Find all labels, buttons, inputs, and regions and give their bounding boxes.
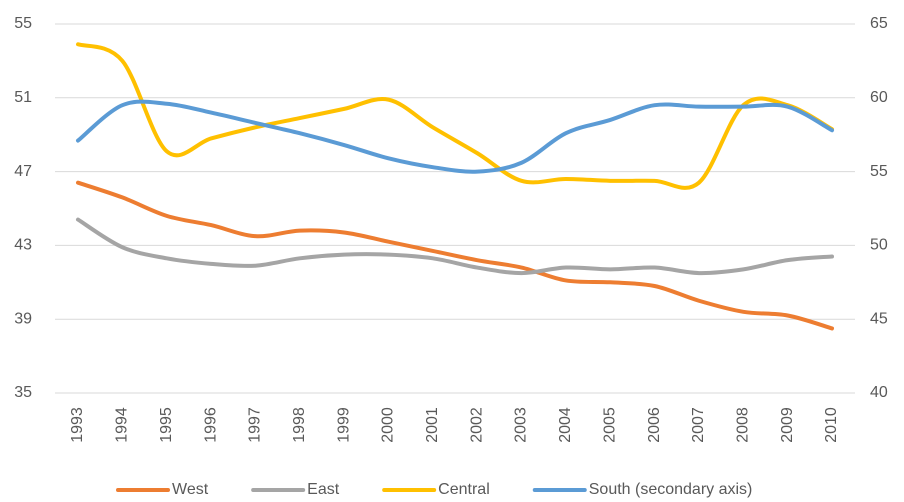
series-line bbox=[76, 99, 834, 174]
series-line bbox=[76, 42, 834, 190]
legend-label: West bbox=[172, 481, 209, 498]
series-line bbox=[76, 217, 834, 276]
x-tick-label: 1997 bbox=[247, 407, 264, 443]
x-tick-label: 1994 bbox=[114, 407, 131, 443]
x-tick-label: 2007 bbox=[690, 407, 707, 443]
legend-label: East bbox=[307, 481, 340, 498]
x-tick-label: 2003 bbox=[513, 407, 530, 443]
x-tick-label: 1993 bbox=[69, 407, 86, 443]
y2-tick-label: 65 bbox=[870, 15, 888, 32]
y-tick-label: 35 bbox=[14, 384, 32, 401]
legend-label: South (secondary axis) bbox=[589, 481, 753, 498]
y-tick-label: 43 bbox=[14, 237, 32, 254]
x-tick-label: 2002 bbox=[468, 407, 485, 443]
legend-label: Central bbox=[438, 481, 490, 498]
x-tick-label: 2008 bbox=[735, 407, 752, 443]
series-line bbox=[76, 180, 834, 331]
x-tick-label: 1998 bbox=[291, 407, 308, 443]
y2-tick-label: 55 bbox=[870, 163, 888, 180]
x-tick-label: 2001 bbox=[424, 407, 441, 443]
x-tick-label: 2005 bbox=[601, 407, 618, 443]
y2-tick-label: 60 bbox=[870, 89, 888, 106]
x-tick-label: 1996 bbox=[202, 407, 219, 443]
y-tick-label: 39 bbox=[14, 310, 32, 327]
x-tick-label: 2006 bbox=[646, 407, 663, 443]
x-tick-label: 2009 bbox=[779, 407, 796, 443]
x-tick-label: 2000 bbox=[380, 407, 397, 443]
x-tick-label: 1995 bbox=[158, 407, 175, 443]
x-tick-label: 2004 bbox=[557, 407, 574, 443]
x-tick-label: 1999 bbox=[335, 407, 352, 443]
x-tick-label: 2010 bbox=[823, 407, 840, 443]
y2-tick-label: 50 bbox=[870, 237, 888, 254]
y2-tick-label: 40 bbox=[870, 384, 888, 401]
y-tick-label: 55 bbox=[14, 15, 32, 32]
y-tick-label: 47 bbox=[14, 163, 32, 180]
y-tick-label: 51 bbox=[14, 89, 32, 106]
y2-tick-label: 45 bbox=[870, 310, 888, 327]
